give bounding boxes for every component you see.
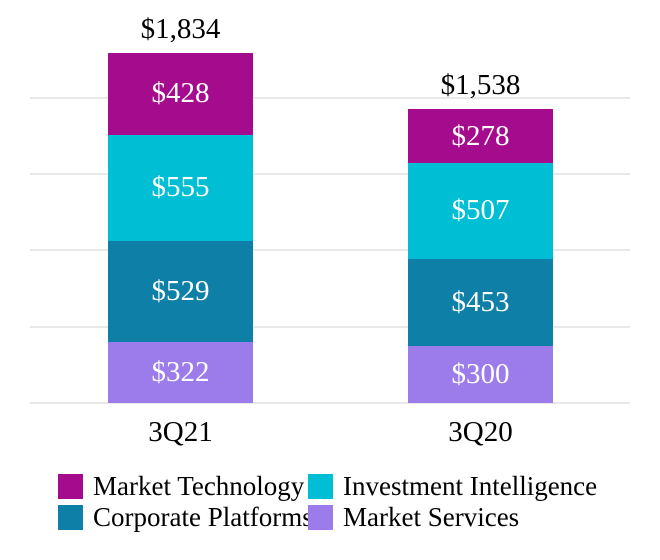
legend-item-market-technology: Market Technology (58, 470, 305, 501)
legend-label: Investment Intelligence (343, 470, 598, 501)
segment-value-label: $453 (451, 286, 510, 318)
legend-item-corporate-platforms: Corporate Platforms (58, 501, 313, 532)
segment-value-label: $507 (451, 194, 510, 227)
bar-segment-investment-intelligence: $555 (108, 134, 253, 241)
segment-value-label: $529 (151, 274, 210, 307)
segment-value-label: $428 (151, 77, 210, 110)
segment-value-label: $322 (151, 355, 210, 388)
legend-label: Market Services (343, 501, 520, 532)
gridline (30, 326, 630, 328)
bar-segment-market-services: $322 (108, 341, 253, 403)
bar-segment-market-technology: $278 (408, 109, 553, 163)
bar-3q20: $278 $507 $453 $300 (408, 109, 553, 403)
segment-value-label: $278 (451, 119, 510, 152)
total-label: $1,834 (140, 13, 221, 45)
total-label: $1,538 (440, 69, 521, 102)
legend-swatch (58, 504, 83, 530)
legend-item-market-services: Market Services (308, 501, 520, 532)
gridline (30, 173, 630, 175)
bar-segment-market-technology: $428 (108, 53, 253, 135)
legend-swatch (308, 473, 333, 499)
gridline (30, 402, 630, 404)
bar-segment-market-services: $300 (408, 345, 553, 403)
gridline (30, 97, 630, 99)
category-label: 3Q21 (148, 416, 213, 448)
segment-value-label: $555 (151, 171, 210, 204)
category-label: 3Q20 (448, 416, 513, 448)
legend-label: Market Technology (93, 470, 305, 501)
legend-label: Corporate Platforms (93, 501, 313, 532)
bar-segment-investment-intelligence: $507 (408, 162, 553, 260)
bar-3q21: $428 $555 $529 $322 (108, 53, 253, 403)
legend-item-investment-intelligence: Investment Intelligence (308, 470, 598, 501)
legend-swatch (58, 473, 83, 499)
segment-value-label: $300 (451, 357, 510, 390)
bar-segment-corporate-platforms: $453 (408, 259, 553, 346)
gridline (30, 249, 630, 251)
bar-segment-corporate-platforms: $529 (108, 240, 253, 342)
legend-swatch (308, 504, 333, 530)
